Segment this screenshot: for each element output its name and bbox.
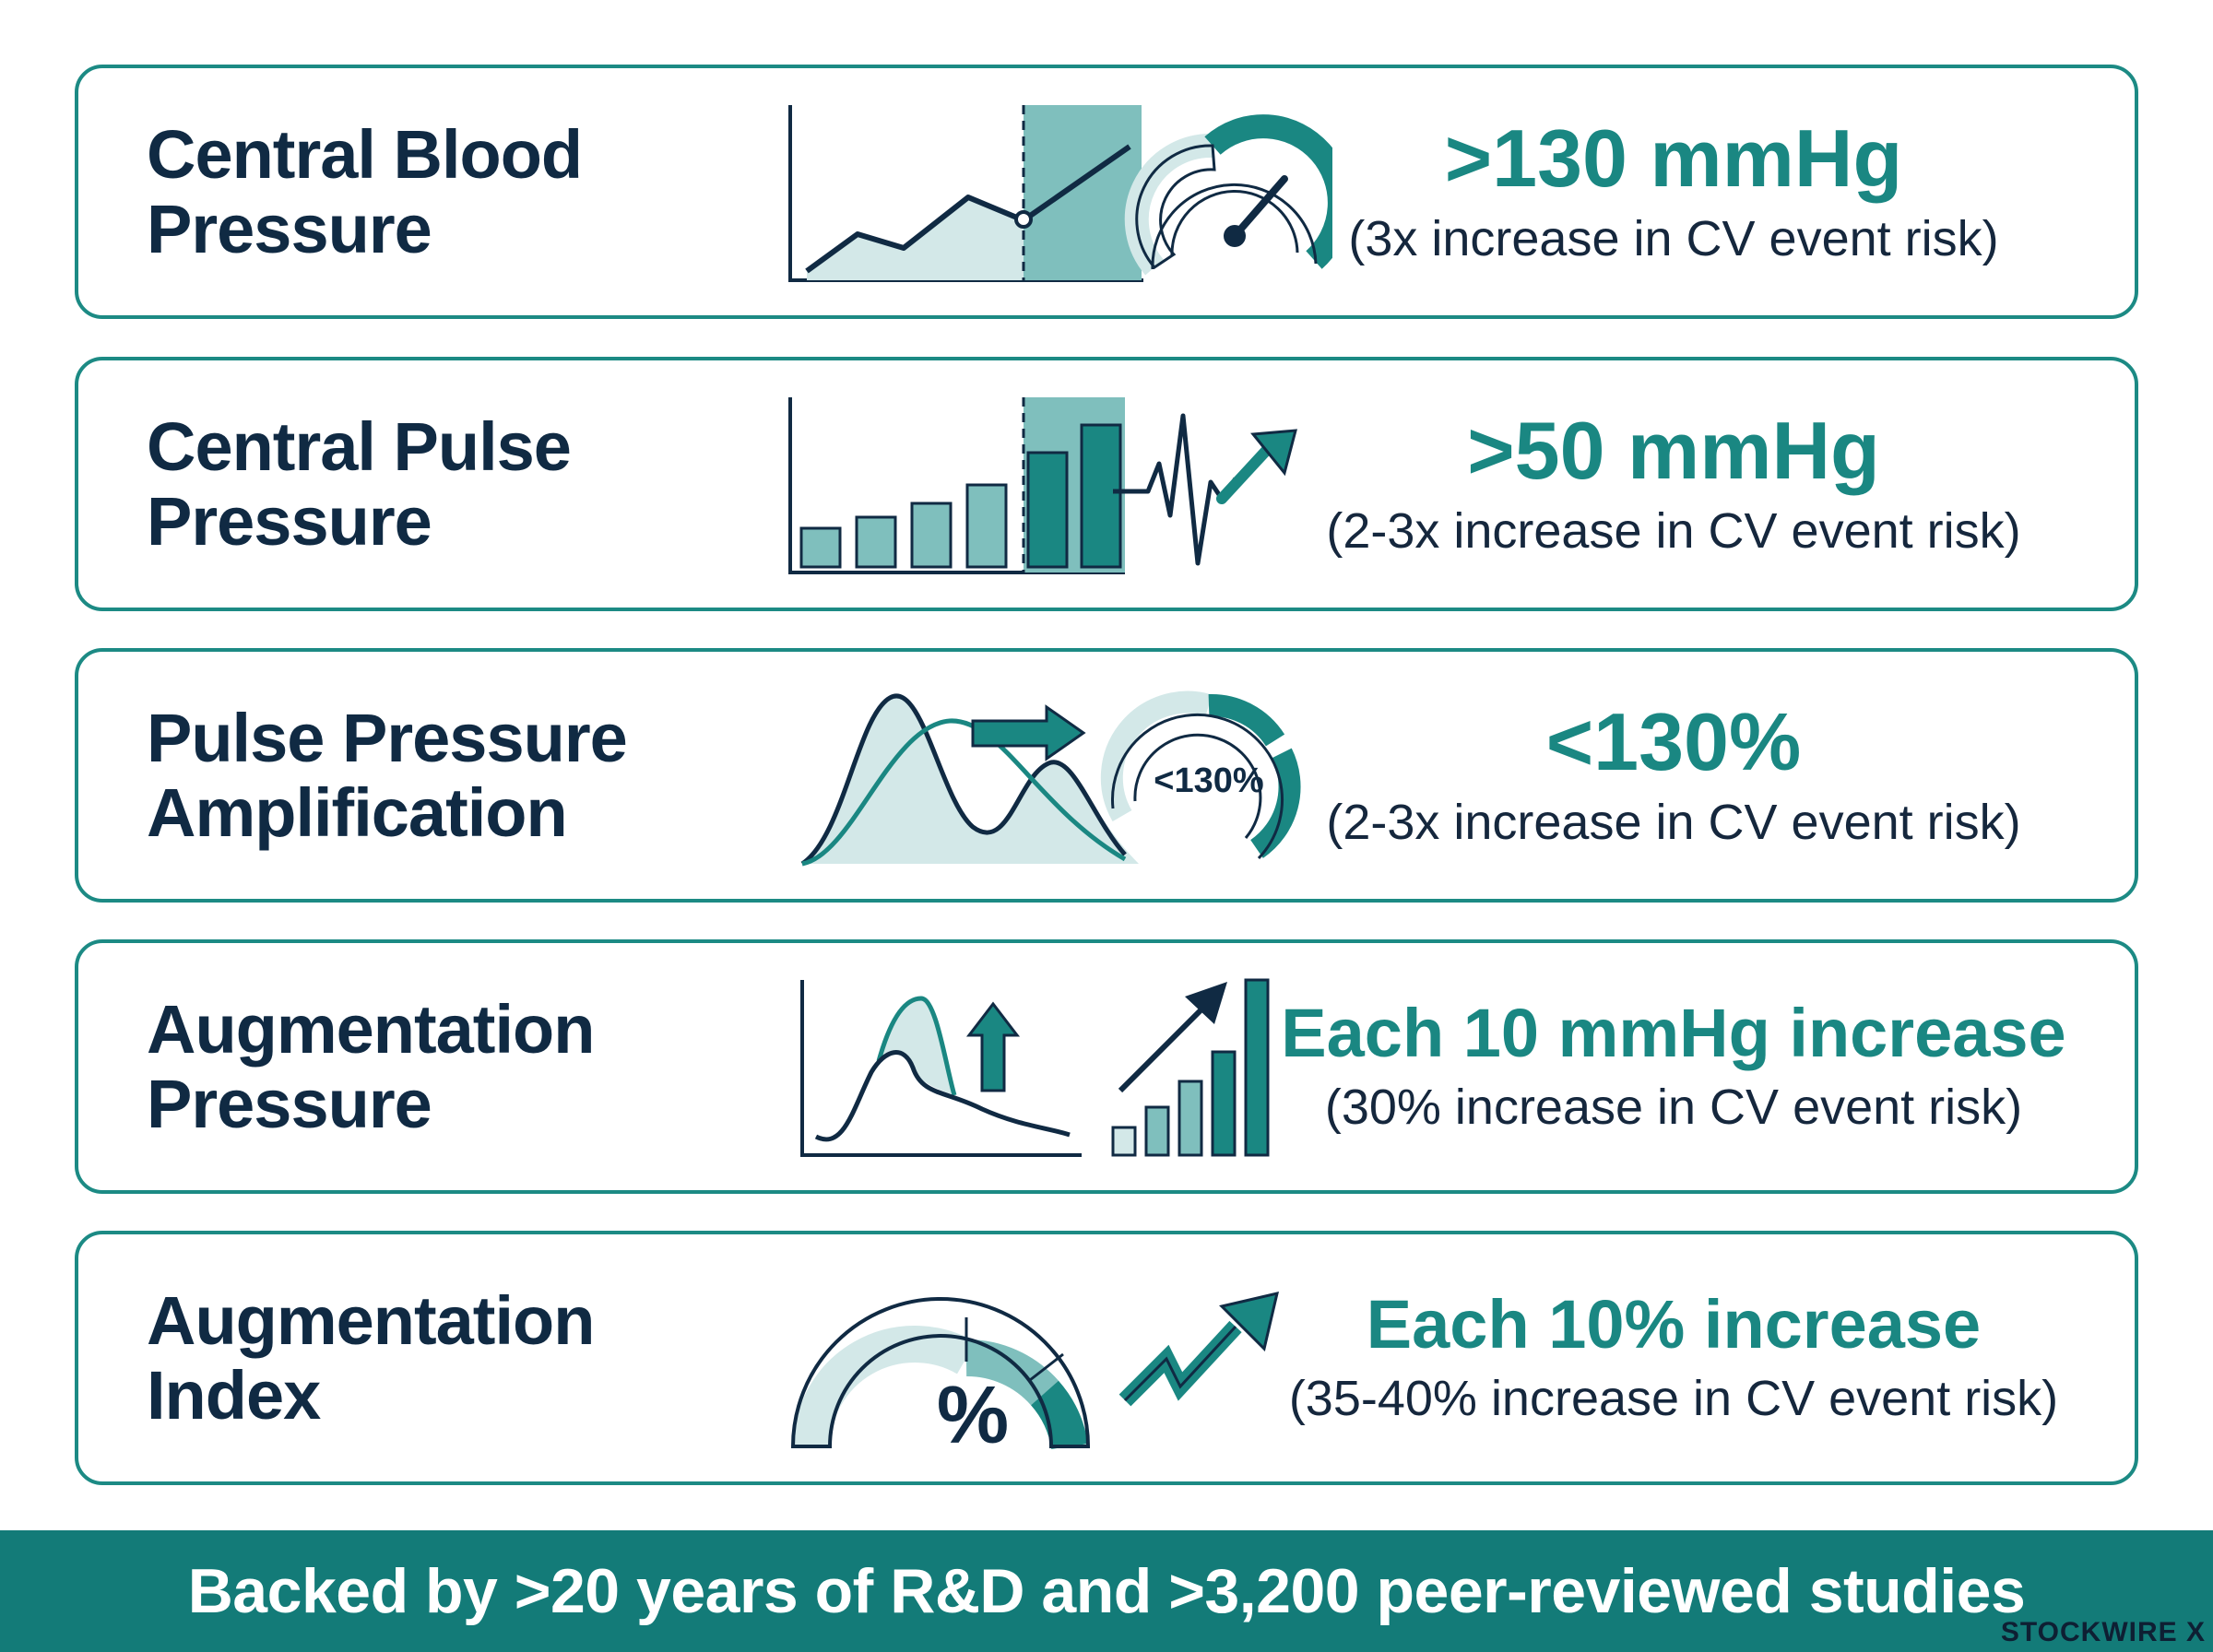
metric-value-block: Each 10% increase (35-40% increase in CV… bbox=[1213, 1234, 2135, 1481]
footer-banner: Backed by >20 years of R&D and >3,200 pe… bbox=[0, 1530, 2213, 1652]
metric-title: Central Pulse Pressure bbox=[147, 360, 700, 608]
bar-chart-with-heartbeat-arrow-icon bbox=[788, 397, 1297, 574]
waveform-shift-with-gauge-icon: <130% bbox=[800, 690, 1301, 867]
gauge-label: <130% bbox=[1154, 761, 1263, 800]
metric-title-line2: Pressure bbox=[147, 483, 432, 560]
metric-value-block: <130% (2-3x increase in CV event risk) bbox=[1213, 652, 2135, 899]
metric-card-central-pulse-pressure: Central Pulse Pressure >50 mmHg (2-3x in… bbox=[75, 357, 2138, 611]
metric-title: Augmentation Pressure bbox=[147, 943, 700, 1190]
metric-risk-detail: (2-3x increase in CV event risk) bbox=[1326, 503, 2021, 560]
metric-card-pulse-pressure-amplification: Pulse Pressure Amplification <130% <130%… bbox=[75, 648, 2138, 903]
percent-gauge-with-trend-arrow-icon: % bbox=[790, 1291, 1280, 1460]
metric-value: >50 mmHg bbox=[1467, 405, 1880, 497]
metric-title-line1: Augmentation bbox=[147, 1281, 595, 1359]
metric-title-line1: Central Blood bbox=[147, 115, 583, 193]
metric-risk-detail: (30% increase in CV event risk) bbox=[1324, 1079, 2023, 1135]
metric-value: <130% bbox=[1545, 696, 1802, 788]
metric-card-central-blood-pressure: Central Blood Pressure >130 mmHg (3x inc… bbox=[75, 65, 2138, 319]
metric-title: Augmentation Index bbox=[147, 1234, 700, 1481]
metric-value-block: >50 mmHg (2-3x increase in CV event risk… bbox=[1213, 360, 2135, 608]
metric-card-augmentation-pressure: Augmentation Pressure Each 10 mmHg incre… bbox=[75, 939, 2138, 1194]
metric-card-augmentation-index: Augmentation Index % Each 10% increase (… bbox=[75, 1231, 2138, 1485]
metric-title-line2: Pressure bbox=[147, 191, 432, 267]
metric-title-line1: Central Pulse bbox=[147, 407, 572, 485]
footer-text: Backed by >20 years of R&D and >3,200 pe… bbox=[187, 1556, 2026, 1626]
metric-risk-detail: (3x increase in CV event risk) bbox=[1348, 211, 1999, 267]
metric-risk-detail: (35-40% increase in CV event risk) bbox=[1288, 1370, 2059, 1426]
metric-value: Each 10 mmHg increase bbox=[1281, 994, 2066, 1071]
metric-value-block: Each 10 mmHg increase (30% increase in C… bbox=[1213, 943, 2135, 1190]
metric-value-block: >130 mmHg (3x increase in CV event risk) bbox=[1213, 68, 2135, 315]
gauge-label: % bbox=[937, 1369, 1009, 1460]
metric-value: Each 10% increase bbox=[1366, 1285, 1982, 1363]
metric-title-line1: Augmentation bbox=[147, 990, 595, 1068]
metric-title-line2: Index bbox=[147, 1357, 321, 1434]
metric-risk-detail: (2-3x increase in CV event risk) bbox=[1326, 795, 2021, 851]
line-chart-with-gauge-icon bbox=[788, 105, 1332, 282]
metric-title-line1: Pulse Pressure bbox=[147, 699, 628, 776]
metric-title: Central Blood Pressure bbox=[147, 68, 700, 315]
waveform-peak-with-rising-bars-icon bbox=[800, 978, 1270, 1157]
metric-title-line2: Pressure bbox=[147, 1066, 432, 1142]
watermark: STOCKWIRE X bbox=[2000, 1617, 2206, 1647]
metric-value: >130 mmHg bbox=[1444, 112, 1903, 205]
metric-title-line2: Amplification bbox=[147, 774, 568, 851]
metric-title: Pulse Pressure Amplification bbox=[147, 652, 700, 899]
